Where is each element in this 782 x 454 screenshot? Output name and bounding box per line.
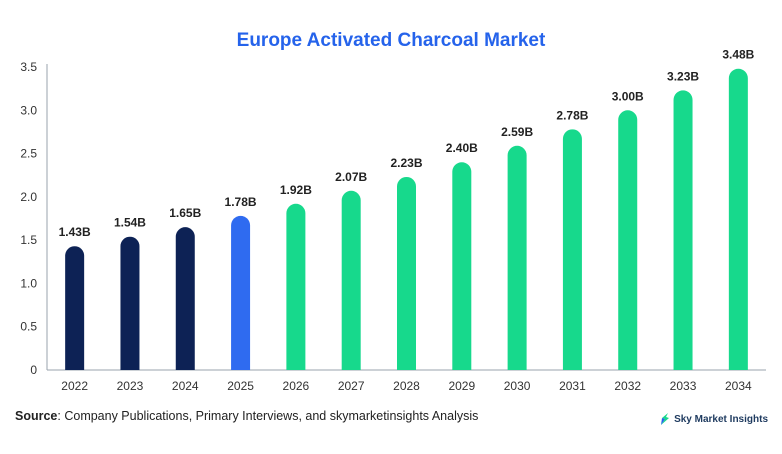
y-tick-label: 0 [30,363,37,377]
y-tick-label: 2.5 [20,147,37,161]
data-label-2033: 3.23B [667,69,699,83]
bar-2026 [286,203,306,370]
bar-2028 [397,176,416,370]
data-label-2027: 2.07B [335,170,367,184]
chart-title: Europe Activated Charcoal Market [236,30,546,51]
x-tick-label: 2034 [725,379,752,393]
bar-2031 [562,129,582,370]
bar-2030 [507,145,527,370]
x-tick-label: 2025 [227,379,254,393]
data-labels: 1.43B 1.54B 1.65B 1.78B 1.92B 2.07B 2.23B 2.40B… [59,48,755,239]
y-tick-label: 3.0 [20,103,37,117]
x-tick-label: 2026 [283,379,310,393]
x-tick-label: 2027 [338,379,365,393]
y-tick-label: 3.5 [20,60,37,74]
bar-2022 [65,246,85,370]
x-tick-label: 2023 [117,379,144,393]
bar-2032 [618,110,638,371]
data-label-2034: 3.48B [722,48,754,62]
x-tick-label: 2022 [61,379,88,393]
bar-2027 [341,190,361,370]
x-tick-label: 2033 [670,379,697,393]
x-tick-label: 2031 [559,379,586,393]
source-text: : Company Publications, Primary Intervie… [57,409,479,423]
x-axis: 2022 2023 2024 2025 2026 2027 2028 2029 2030 2031… [47,369,766,393]
y-tick-label: 1.0 [20,276,37,290]
x-tick-label: 2030 [504,379,531,393]
bar-2023 [120,236,140,370]
sky-market-insights-logo-icon [661,413,670,425]
bar-2034 [728,68,748,370]
data-label-2029: 2.40B [446,141,478,155]
y-tick-label: 1.5 [20,233,37,247]
source-label: Source [15,409,58,423]
bar-2033 [673,90,693,371]
data-label-2024: 1.65B [169,206,201,220]
source-note: Source: Company Publications, Primary In… [15,409,478,423]
bar-2025 [231,215,251,370]
x-tick-label: 2029 [448,379,475,393]
data-label-2032: 3.00B [612,89,644,103]
y-axis: 0 0.5 1.0 1.5 2.0 2.5 3.0 3.5 [20,60,48,377]
data-label-2026: 1.92B [280,183,312,197]
bar-2024 [175,227,195,370]
bar-2029 [452,162,472,370]
data-label-2030: 2.59B [501,125,533,139]
y-tick-label: 2.0 [20,190,37,204]
y-tick-label: 0.5 [20,320,37,334]
data-label-2022: 1.43B [59,225,91,239]
x-tick-label: 2024 [172,379,199,393]
brand-logo: Sky Market Insights [659,412,768,426]
brand-name: Sky Market Insights [674,413,768,425]
data-label-2023: 1.54B [114,216,146,230]
bars [65,68,748,371]
data-label-2028: 2.23B [390,156,422,170]
x-tick-label: 2028 [393,379,420,393]
data-label-2025: 1.78B [225,195,257,209]
x-tick-label: 2032 [614,379,641,393]
data-label-2031: 2.78B [556,108,588,122]
